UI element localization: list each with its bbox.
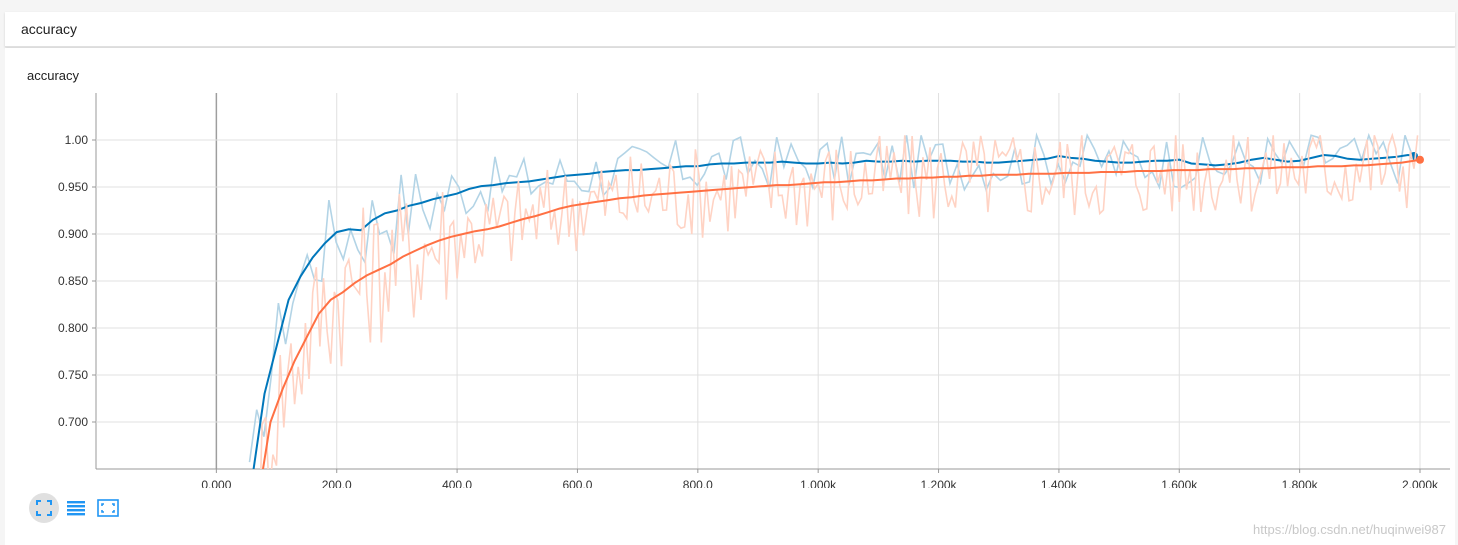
toggle-log-list-button[interactable] [61,493,91,523]
series-end-point [1416,155,1424,164]
accuracy-chart[interactable]: 0.000 200.0 400.0 600.0 800.0 1.000k 1.200k 1.4… [5,48,1455,488]
x-tick-label: 200.0 [322,478,352,488]
x-tick-label: 600.0 [562,478,592,488]
y-tick-label: 0.800 [58,321,88,335]
y-tick-label: 0.700 [58,415,88,429]
x-tick-label: 0.000 [201,478,231,488]
x-tick-label: 2.000k [1402,478,1439,488]
x-tick-label: 1.200k [921,478,958,488]
x-tick-label: 1.600k [1161,478,1198,488]
chart-title: accuracy [27,68,80,83]
y-tick-label: 0.900 [58,227,88,241]
x-tick-label: 1.400k [1041,478,1078,488]
fit-domain-button[interactable] [29,493,59,523]
watermark: https://blog.csdn.net/huqinwei987 [1253,522,1446,537]
fit-domain-icon [36,500,52,516]
smoothed-series-line [261,158,1421,469]
expand-chart-icon [97,499,119,517]
toggle-log-list-icon [67,501,85,516]
chart-card: accuracy 0.000 200.0 400.0 600.0 800.0 1.000k… [5,48,1455,545]
y-tick-label: 0.750 [58,368,88,382]
y-tick-label: 1.00 [65,133,89,147]
x-tick-label: 800.0 [683,478,713,488]
raw-series-line [260,132,1419,469]
y-tick-label: 0.850 [58,274,88,288]
section-title: accuracy [21,21,78,37]
section-header[interactable]: accuracy [5,12,1455,47]
x-tick-label: 400.0 [442,478,472,488]
x-tick-label: 1.800k [1282,478,1319,488]
y-tick-label: 0.950 [58,180,88,194]
expand-chart-button[interactable] [93,493,123,523]
x-tick-label: 1.000k [800,478,837,488]
